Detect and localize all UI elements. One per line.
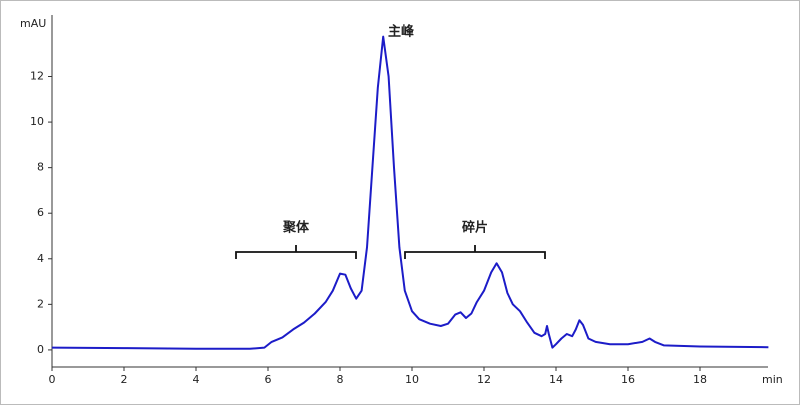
line [51,35,769,350]
x-tick-label: 4 [193,373,200,386]
x-tick-label: 0 [49,373,56,386]
y-tick-label: 2 [37,297,44,310]
x-tick-label: 6 [265,373,272,386]
y-tick-label: 8 [37,161,44,174]
x-tick-label: 8 [337,373,344,386]
annotation: 碎片 [462,220,488,236]
x-tick-label: 18 [693,373,707,386]
y-tick-label: 10 [30,115,44,128]
y-tick-label: 6 [37,206,44,219]
bracket [235,245,357,259]
y-tick-label: 0 [37,343,44,356]
x-tick-label: 10 [405,373,419,386]
annotation: 聚体 [282,220,310,236]
x-tick-label: 12 [477,373,491,386]
y-axis-label: mAU [20,17,46,30]
y-tick-label: 12 [30,70,44,83]
annotation: 主峰 [388,24,415,40]
x-axis-label: min [762,373,783,386]
x-tick-label: 16 [621,373,635,386]
x-tick-label: 14 [549,373,563,386]
y-tick-label: 4 [37,252,44,265]
bracket [404,245,546,259]
x-tick-label: 2 [121,373,128,386]
